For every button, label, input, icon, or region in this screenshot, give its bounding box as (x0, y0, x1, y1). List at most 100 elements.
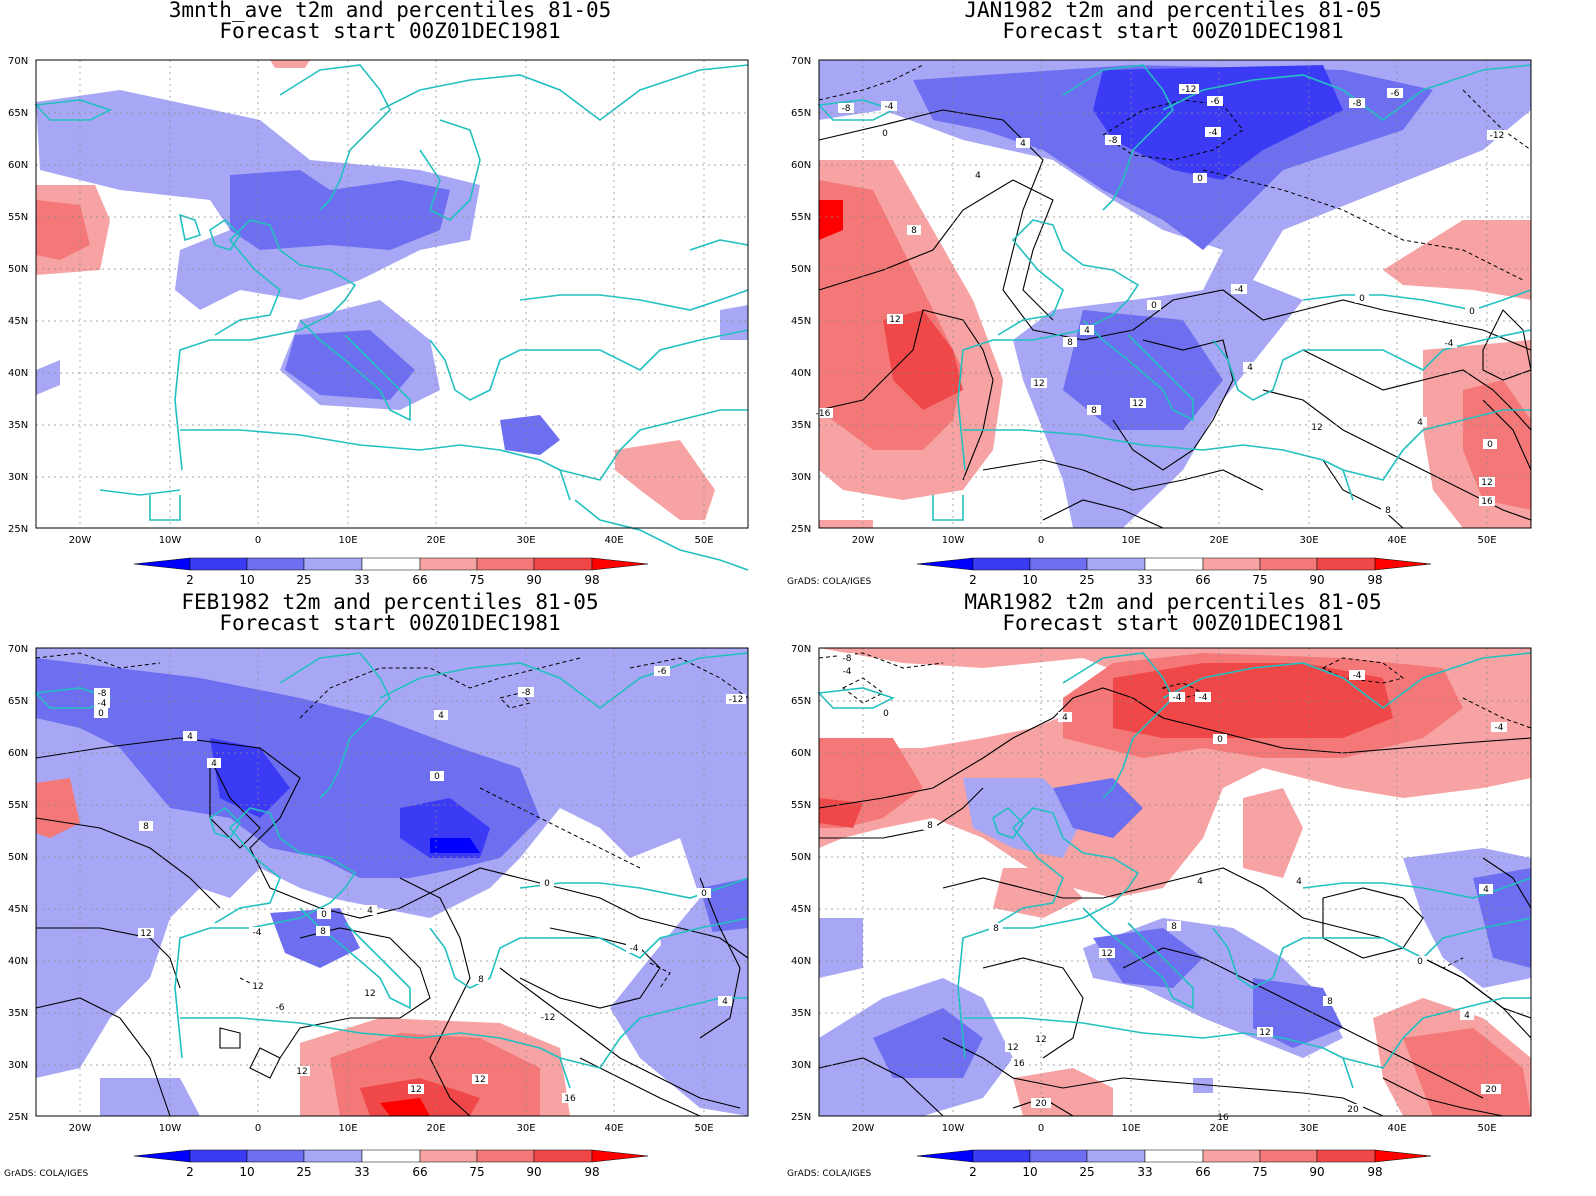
contour-label: 12 (1481, 478, 1492, 488)
lon-labels: 20W 10W 0 10E 20E 30E 40E 50E (852, 1123, 1497, 1134)
contour-label: -12 (1490, 131, 1505, 141)
lat-label: 45N (8, 316, 28, 327)
lon-label: 10E (338, 535, 357, 546)
colorbar-label: 33 (354, 573, 369, 587)
lon-label: 10W (159, 1123, 182, 1134)
lat-label: 30N (791, 1060, 811, 1071)
contour-label: -4 (1445, 339, 1454, 349)
lat-label: 55N (791, 212, 811, 223)
lat-label: 65N (8, 696, 28, 707)
contour-label: 12 (1101, 949, 1112, 959)
contour-label: 4 (1197, 877, 1203, 887)
lon-label: 20W (852, 535, 875, 546)
colorbar-label: 98 (1367, 573, 1382, 587)
contour-label: -4 (843, 667, 852, 677)
contour-label: 12 (889, 315, 900, 325)
contour-label: 4 (187, 732, 193, 742)
percentile-shading (819, 60, 1531, 528)
lon-label: 0 (1038, 1123, 1044, 1134)
lat-label: 40N (8, 956, 28, 967)
colorbar-label: 66 (412, 1165, 427, 1179)
contour-label: 8 (1327, 997, 1333, 1007)
contour-label: -12 (729, 695, 744, 705)
contour-label: -4 (1353, 671, 1362, 681)
colorbar-label: 2 (186, 573, 194, 587)
lat-label: 50N (791, 264, 811, 275)
contour-label: 8 (1067, 338, 1073, 348)
colorbar-label: 33 (1137, 573, 1152, 587)
lat-label: 70N (8, 644, 28, 655)
lat-labels: 70N 65N 60N 55N 50N 45N 40N 35N 30N 25N (791, 644, 811, 1123)
contour-label: 4 (1464, 1011, 1470, 1021)
contour-label: -4 (1173, 693, 1182, 703)
contour-label: 12 (296, 1067, 307, 1077)
lon-label: 10W (942, 535, 965, 546)
contour-label: 0 (882, 129, 888, 139)
contour-label: 0 (883, 709, 889, 719)
lat-label: 35N (791, 1008, 811, 1019)
contour-label: 16 (1217, 1113, 1229, 1123)
contour-label: 8 (1171, 922, 1177, 932)
colorbar-label: 66 (1195, 1165, 1210, 1179)
colorbar-label: 75 (1252, 573, 1267, 587)
lat-label: 30N (791, 472, 811, 483)
colorbar-label: 98 (584, 573, 599, 587)
lon-label: 0 (255, 1123, 261, 1134)
contour-label: 0 (1359, 294, 1365, 304)
lon-label: 20W (852, 1123, 875, 1134)
contour-label: -6 (1211, 97, 1220, 107)
contour-label: -8 (98, 689, 107, 699)
contour-label: -4 (885, 102, 894, 112)
lon-label: 10E (338, 1123, 357, 1134)
contour-label: 12 (364, 989, 375, 999)
contour-label: 4 (1062, 713, 1068, 723)
map-frame (818, 647, 1532, 1117)
contour-label: 4 (367, 906, 373, 916)
lon-label: 20E (1209, 535, 1228, 546)
lat-label: 45N (791, 904, 811, 915)
lat-label: 60N (8, 748, 28, 759)
lon-label: 10E (1121, 535, 1140, 546)
lat-label: 55N (8, 800, 28, 811)
lon-label: 30E (1299, 535, 1318, 546)
panel-title: 3mnth_ave t2m and percentiles 81-05 (168, 0, 612, 22)
lon-label: 20E (426, 535, 445, 546)
coastlines (817, 652, 1532, 1089)
contour-label: 0 (1487, 440, 1493, 450)
contour-label: -4 (1209, 128, 1218, 138)
contour-label: -4 (1235, 285, 1244, 295)
contour-label: 0 (434, 772, 440, 782)
contour-label: 4 (975, 171, 981, 181)
colorbar-label: 25 (296, 573, 311, 587)
contour-label: 4 (211, 759, 217, 769)
contour-label: -8 (842, 104, 851, 114)
colorbar-label: 90 (1309, 1165, 1324, 1179)
contour-label: 16 (1481, 497, 1493, 507)
graticule (36, 648, 748, 1116)
lat-label: 35N (8, 420, 28, 431)
contour-label: 12 (474, 1075, 485, 1085)
lat-label: 70N (8, 56, 28, 67)
lon-label: 30E (516, 1123, 535, 1134)
lat-label: 35N (8, 1008, 28, 1019)
lon-label: 50E (694, 535, 713, 546)
colorbar-label: 10 (1022, 573, 1037, 587)
lon-label: 0 (255, 535, 261, 546)
contour-label: -16 (816, 409, 831, 419)
contour-label: -8 (1353, 99, 1362, 109)
contour-label: 20 (1485, 1085, 1497, 1095)
colorbar-label: 25 (1079, 573, 1094, 587)
lat-label: 70N (791, 56, 811, 67)
panel-title: MAR1982 t2m and percentiles 81-05 (964, 590, 1382, 614)
contour-label: 12 (1035, 1035, 1046, 1045)
lon-label: 40E (604, 535, 623, 546)
contour-label: -4 (98, 699, 107, 709)
contour-label: 0 (1469, 307, 1475, 317)
colorbar-label: 98 (1367, 1165, 1382, 1179)
lon-labels: 20W 10W 0 10E 20E 30E 40E 50E (69, 1123, 714, 1134)
lat-label: 35N (791, 420, 811, 431)
contour-label: 16 (1013, 1059, 1025, 1069)
lat-label: 60N (791, 160, 811, 171)
lon-labels: 20W 10W 0 10E 20E 30E 40E 50E (69, 535, 714, 546)
contour-label: -4 (630, 944, 639, 954)
